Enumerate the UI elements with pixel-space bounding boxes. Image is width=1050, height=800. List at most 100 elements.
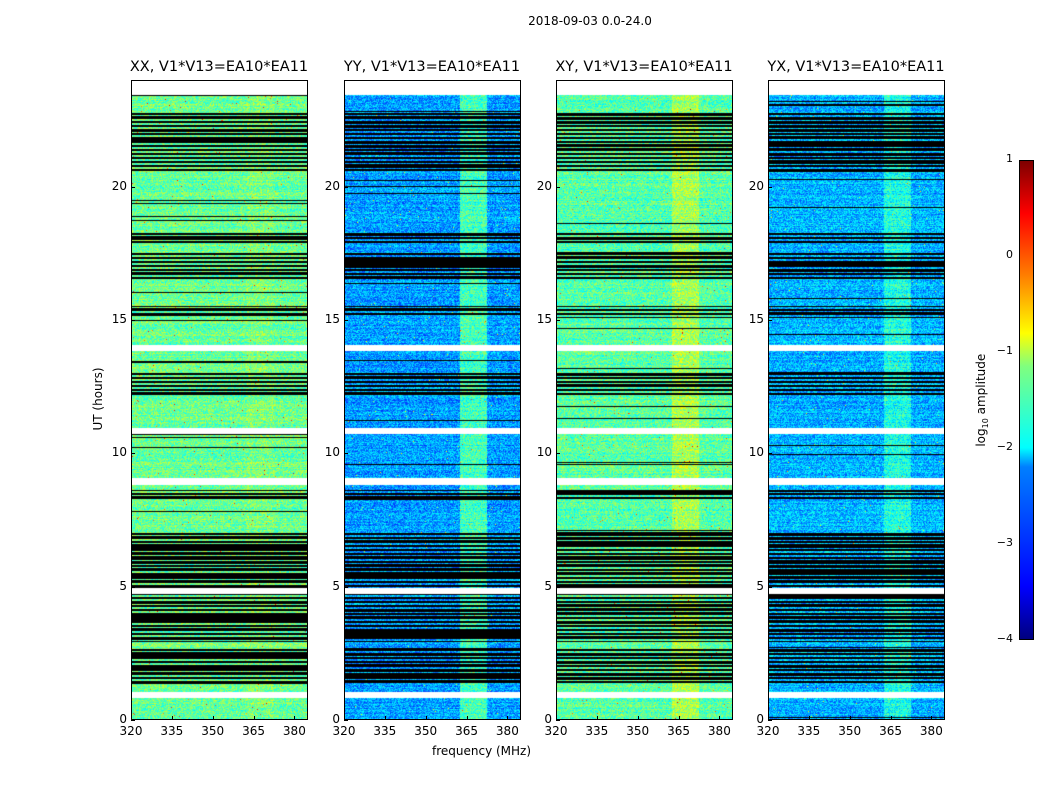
y-tick-mark [344, 720, 348, 721]
y-tick-label: 10 [536, 445, 552, 460]
y-tick-mark [344, 186, 348, 188]
y-tick-label: 5 [119, 578, 127, 593]
x-tick-mark [212, 716, 214, 720]
y-tick-mark [768, 320, 772, 321]
panel-title-2: XY, V1*V13=EA10*EA11 [555, 59, 733, 75]
x-tick-mark [131, 716, 132, 720]
y-tick-mark [768, 586, 772, 588]
x-tick-mark [466, 716, 468, 720]
heatmap-cells-0 [132, 81, 307, 719]
x-tick-label: 365 [455, 724, 478, 738]
x-tick-mark [808, 716, 810, 720]
y-tick-mark [344, 453, 348, 455]
colorbar-tick-label: 1 [1006, 152, 1013, 165]
heatmap-cells-3 [769, 81, 944, 719]
x-tick-mark [890, 716, 892, 720]
colorbar-tick-label: −4 [996, 632, 1013, 645]
y-tick-mark [768, 186, 772, 188]
y-tick-label: 15 [536, 312, 552, 326]
y-tick-mark [556, 186, 560, 188]
y-tick-label: 20 [324, 178, 340, 193]
heatmap-panel-1 [344, 80, 521, 720]
y-tick-mark [131, 720, 135, 721]
colorbar-tick-label: −3 [996, 536, 1013, 549]
heatmap-panel-2 [556, 80, 733, 720]
y-axis-label: UT (hours) [91, 367, 105, 431]
x-tick-mark [931, 716, 933, 720]
y-tick-mark [344, 586, 348, 588]
x-tick-label: 380 [707, 724, 731, 738]
y-tick-mark [768, 453, 772, 455]
colorbar-label: log10 amplitude [973, 353, 991, 447]
y-tick-label: 0 [119, 712, 127, 726]
y-tick-label: 10 [111, 445, 127, 460]
x-tick-label: 335 [160, 724, 184, 738]
y-tick-label: 20 [536, 178, 552, 193]
y-tick-mark [131, 320, 135, 321]
x-tick-label: 365 [242, 724, 265, 738]
x-tick-label: 365 [879, 724, 902, 738]
x-tick-label: 335 [797, 724, 821, 738]
x-tick-mark [678, 716, 680, 720]
x-tick-label: 380 [919, 724, 943, 738]
x-tick-label: 365 [667, 724, 690, 738]
x-tick-mark [556, 716, 557, 720]
y-tick-label: 15 [111, 312, 127, 326]
x-tick-label: 380 [282, 724, 306, 738]
panel-title-0: XX, V1*V13=EA10*EA11 [129, 59, 309, 75]
y-tick-label: 5 [332, 578, 340, 593]
x-tick-label: 320 [756, 724, 780, 738]
y-tick-mark [131, 453, 135, 455]
y-tick-label: 20 [111, 178, 127, 193]
x-axis-label: frequency (MHz) [432, 744, 532, 758]
y-tick-mark [556, 720, 560, 721]
x-tick-label: 335 [373, 724, 397, 738]
x-tick-label: 320 [332, 724, 356, 738]
heatmap-cells-2 [557, 81, 732, 719]
x-tick-mark [849, 716, 851, 720]
heatmap-panel-0 [131, 80, 308, 720]
colorbar-tick-label: 0 [1006, 248, 1013, 261]
y-tick-mark [344, 320, 348, 321]
x-tick-mark [596, 716, 598, 720]
figure-title: 2018-09-03 0.0-24.0 [528, 14, 652, 28]
x-tick-label: 320 [119, 724, 143, 738]
x-tick-mark [253, 716, 255, 720]
colorbar-tick-label: −1 [996, 344, 1013, 357]
y-tick-label: 10 [748, 445, 764, 460]
x-tick-mark [171, 716, 173, 720]
panel-title-3: YX, V1*V13=EA10*EA11 [767, 59, 945, 75]
colorbar-tick-label: −2 [996, 440, 1013, 453]
panel-title-1: YY, V1*V13=EA10*EA11 [343, 59, 521, 75]
x-tick-mark [768, 716, 769, 720]
x-tick-label: 350 [414, 724, 438, 738]
x-tick-label: 320 [544, 724, 568, 738]
x-tick-label: 335 [585, 724, 609, 738]
y-tick-label: 0 [544, 712, 552, 726]
y-tick-mark [556, 453, 560, 455]
x-tick-label: 350 [201, 724, 225, 738]
y-tick-mark [768, 720, 772, 721]
y-tick-label: 0 [332, 712, 340, 726]
y-tick-mark [556, 586, 560, 588]
x-tick-mark [425, 716, 427, 720]
x-tick-label: 350 [838, 724, 862, 738]
heatmap-cells-1 [345, 81, 520, 719]
x-tick-mark [637, 716, 639, 720]
x-tick-mark [294, 716, 296, 720]
y-tick-label: 10 [324, 445, 340, 460]
x-tick-mark [507, 716, 509, 720]
y-tick-label: 5 [544, 578, 552, 593]
x-tick-label: 350 [626, 724, 650, 738]
y-tick-mark [131, 186, 135, 188]
x-tick-mark [344, 716, 345, 720]
y-tick-label: 5 [756, 578, 764, 593]
x-tick-label: 380 [495, 724, 519, 738]
y-tick-mark [131, 586, 135, 588]
y-tick-label: 0 [756, 712, 764, 726]
x-tick-mark [719, 716, 721, 720]
y-tick-label: 20 [748, 178, 764, 193]
x-tick-mark [384, 716, 386, 720]
y-tick-label: 15 [324, 312, 340, 326]
